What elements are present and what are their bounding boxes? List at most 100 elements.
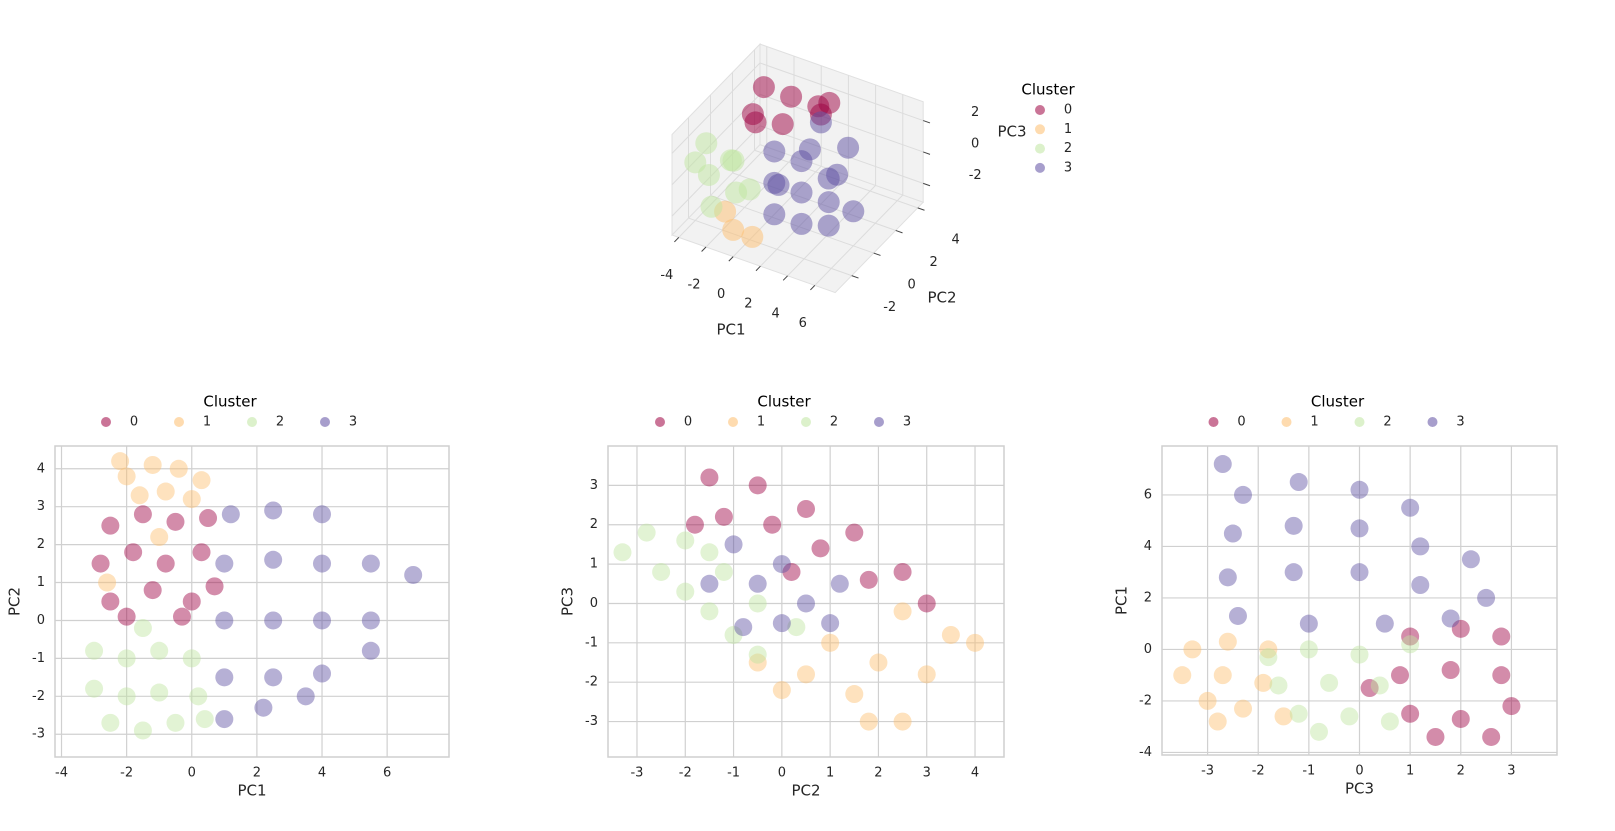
legend-title: Cluster bbox=[1021, 81, 1075, 99]
point bbox=[133, 721, 152, 740]
point bbox=[1218, 632, 1237, 651]
x-axis-label: PC3 bbox=[1345, 780, 1374, 798]
y-tick-label: 1 bbox=[37, 575, 45, 590]
point bbox=[817, 214, 840, 237]
point bbox=[772, 614, 791, 633]
y-tick-label: -1 bbox=[32, 651, 45, 666]
grid-line bbox=[814, 194, 904, 286]
legend-label: 3 bbox=[903, 415, 911, 430]
z-tick-label: -2 bbox=[969, 168, 982, 183]
legend-label: 2 bbox=[1383, 415, 1391, 430]
point bbox=[124, 543, 143, 562]
point bbox=[1234, 485, 1253, 504]
point bbox=[166, 713, 185, 732]
y-tick-label: 2 bbox=[37, 537, 45, 552]
legend-label: 0 bbox=[130, 415, 138, 430]
legend-marker bbox=[801, 417, 811, 427]
point bbox=[1183, 640, 1202, 659]
point bbox=[1411, 537, 1430, 556]
point bbox=[215, 611, 234, 630]
point bbox=[361, 641, 380, 660]
point bbox=[1299, 640, 1318, 659]
point bbox=[117, 607, 136, 626]
point bbox=[780, 85, 803, 108]
point bbox=[1350, 480, 1369, 499]
tick-mark bbox=[701, 246, 707, 252]
point bbox=[676, 531, 695, 550]
y-tick-label: -2 bbox=[883, 300, 896, 315]
x-tick-label: -2 bbox=[120, 766, 133, 781]
x-tick-label: -1 bbox=[727, 766, 740, 781]
point bbox=[215, 554, 234, 573]
y-tick-label: 4 bbox=[37, 461, 45, 476]
point bbox=[169, 459, 188, 478]
y-tick-label: 3 bbox=[590, 478, 598, 493]
x-tick-label: 2 bbox=[1457, 764, 1465, 779]
legend-marker bbox=[1354, 417, 1365, 427]
z-tick-label: 2 bbox=[971, 105, 979, 120]
point bbox=[787, 618, 806, 637]
point bbox=[1380, 712, 1399, 731]
legend-label: 2 bbox=[830, 415, 838, 430]
point bbox=[85, 679, 104, 698]
point bbox=[1284, 516, 1303, 535]
point bbox=[143, 581, 162, 600]
legend-marker bbox=[874, 417, 884, 427]
point bbox=[199, 509, 218, 528]
point bbox=[842, 200, 865, 223]
legend-marker bbox=[1035, 124, 1045, 135]
point bbox=[724, 535, 743, 554]
y-axis-label: PC3 bbox=[559, 587, 577, 616]
y-axis-label: PC2 bbox=[927, 289, 956, 307]
x-tick-label: 0 bbox=[717, 287, 725, 302]
point bbox=[1441, 609, 1460, 628]
x-axis-label: PC1 bbox=[237, 782, 266, 800]
legend-marker bbox=[1035, 162, 1045, 173]
point bbox=[205, 577, 224, 596]
point bbox=[700, 574, 719, 593]
x-tick-label: 2 bbox=[744, 297, 752, 312]
point bbox=[192, 471, 211, 490]
legend-label: 0 bbox=[1237, 415, 1245, 430]
x-tick-label: 0 bbox=[778, 766, 786, 781]
point bbox=[1461, 550, 1480, 569]
tick-mark bbox=[674, 237, 680, 243]
point bbox=[1213, 666, 1232, 685]
point bbox=[1441, 661, 1460, 680]
point bbox=[652, 562, 671, 581]
legend-marker bbox=[1427, 417, 1438, 427]
point bbox=[941, 625, 960, 644]
y-tick-label: -3 bbox=[585, 714, 598, 729]
point bbox=[700, 468, 719, 487]
y-tick-label: 6 bbox=[1144, 487, 1152, 502]
point bbox=[133, 505, 152, 524]
y-axis-label: PC1 bbox=[1113, 586, 1131, 615]
point bbox=[809, 111, 832, 134]
y-tick-label: 2 bbox=[1144, 590, 1152, 605]
point bbox=[790, 181, 813, 204]
point bbox=[1340, 707, 1359, 726]
point bbox=[613, 543, 632, 562]
point bbox=[1370, 676, 1389, 695]
y-tick-label: 4 bbox=[952, 232, 960, 247]
y-tick-label: -2 bbox=[585, 675, 598, 690]
point bbox=[313, 554, 332, 573]
x-tick-label: -3 bbox=[630, 766, 643, 781]
point bbox=[150, 641, 169, 660]
point bbox=[772, 555, 791, 574]
point bbox=[1350, 645, 1369, 664]
point bbox=[748, 653, 767, 672]
point bbox=[700, 602, 719, 621]
tick-mark bbox=[755, 265, 761, 272]
y-tick-label: -1 bbox=[585, 635, 598, 650]
point bbox=[1477, 588, 1496, 607]
y-tick-label: 3 bbox=[37, 499, 45, 514]
point bbox=[719, 149, 742, 172]
point bbox=[1254, 673, 1273, 692]
point bbox=[101, 592, 120, 611]
point bbox=[1502, 697, 1521, 716]
point bbox=[1228, 606, 1247, 625]
point bbox=[172, 607, 191, 626]
x-axis-label: PC2 bbox=[791, 782, 820, 800]
x-tick-label: 0 bbox=[188, 766, 196, 781]
